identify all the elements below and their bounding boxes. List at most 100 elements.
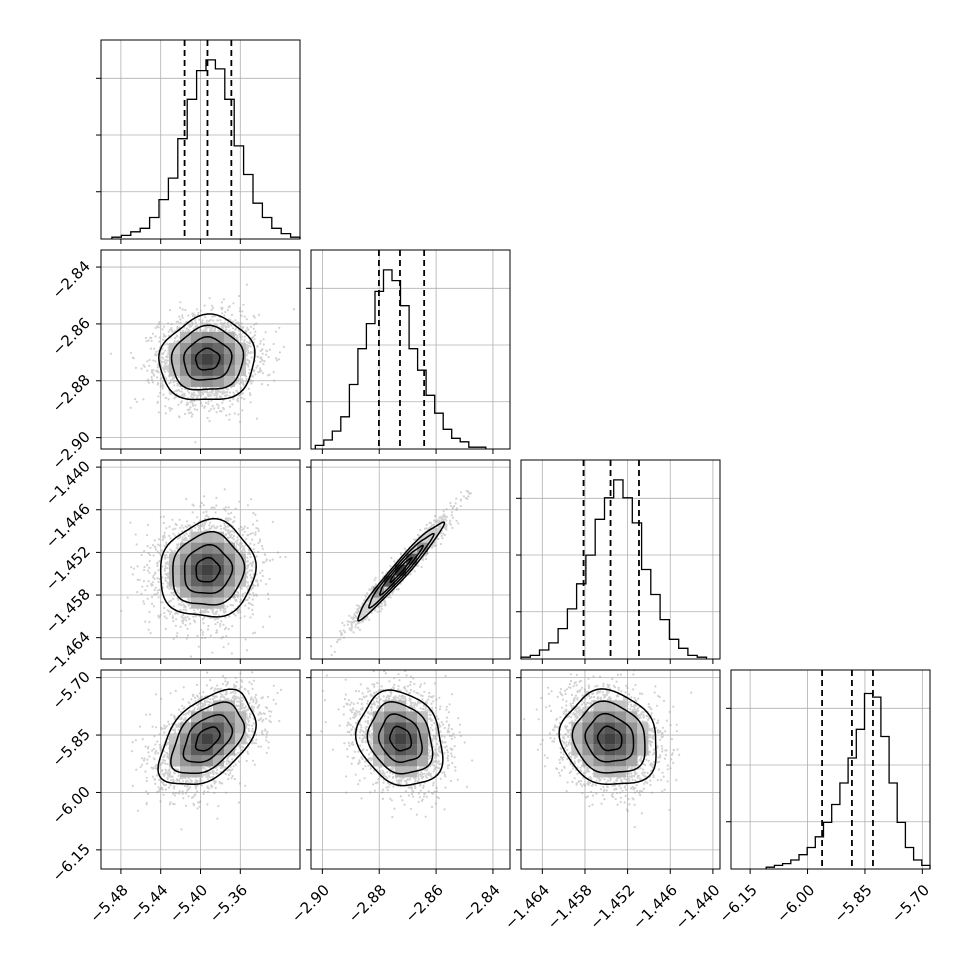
panel-frame: [730, 669, 931, 870]
density-cell: [190, 766, 202, 778]
density-cell: [384, 700, 396, 712]
density-cell: [201, 586, 213, 598]
density-cell: [406, 755, 418, 767]
contour-line: [368, 532, 435, 609]
density-cell: [234, 353, 246, 365]
density-cell: [190, 755, 202, 767]
density-cell: [212, 575, 224, 587]
density-cell: [212, 700, 224, 712]
density-cell: [190, 575, 202, 587]
density-cell: [212, 755, 224, 767]
density-cell: [212, 353, 224, 365]
density-cell: [201, 711, 213, 723]
contour-line: [389, 556, 413, 584]
density-cell: [223, 744, 235, 756]
density-cell: [179, 542, 191, 554]
density-cell: [234, 722, 246, 734]
x-tick-label: −1.458: [544, 881, 596, 933]
density-cell: [179, 553, 191, 565]
density-cell: [223, 364, 235, 376]
density-cell: [373, 755, 385, 767]
density-cell: [223, 353, 235, 365]
scatter-panel-2-0: [96, 459, 301, 664]
density-cell: [582, 755, 594, 767]
density-cell: [406, 733, 418, 745]
density-cell: [384, 575, 396, 587]
density-cell: [168, 755, 180, 767]
density-cell: [201, 375, 213, 387]
density-cell: [571, 733, 583, 745]
density-cell: [190, 711, 202, 723]
panel-frame: [100, 459, 301, 660]
density-cell: [626, 711, 638, 723]
x-tick-label: −1.464: [501, 881, 553, 933]
density-cell: [223, 375, 235, 387]
density-cell: [395, 700, 407, 712]
contour-line: [596, 725, 623, 752]
density-cell: [212, 342, 224, 354]
x-tick-label: −6.15: [716, 881, 761, 926]
x-tick-label: −2.88: [345, 881, 390, 926]
density-cell: [615, 744, 627, 756]
density-cell: [212, 375, 224, 387]
density-cell: [615, 711, 627, 723]
scatter-panel-1-0: [96, 249, 301, 454]
x-tick-label: −1.440: [672, 881, 724, 933]
density-cell: [626, 733, 638, 745]
density-cell: [223, 711, 235, 723]
density-cell: [593, 711, 605, 723]
density-cell: [604, 766, 616, 778]
y-tick-label: −1.446: [42, 500, 94, 552]
density-cell: [373, 744, 385, 756]
y-tick-label: −1.464: [42, 628, 94, 680]
density-cell: [223, 586, 235, 598]
contour-line: [354, 689, 444, 787]
density-cell: [212, 364, 224, 376]
density-cell: [384, 711, 396, 723]
density-cell: [234, 342, 246, 354]
density-cell: [626, 755, 638, 767]
density-cell: [395, 744, 407, 756]
density-cell: [604, 700, 616, 712]
density-cell: [373, 711, 385, 723]
density-cell: [593, 700, 605, 712]
density-cell: [223, 542, 235, 554]
histogram-step: [765, 692, 931, 869]
density-cell: [179, 733, 191, 745]
contour-line: [389, 725, 413, 752]
density-cell: [168, 353, 180, 365]
density-cell: [212, 597, 224, 609]
density-cell: [384, 722, 396, 734]
density-cell: [604, 711, 616, 723]
density-cell: [373, 722, 385, 734]
panel-frame: [310, 459, 511, 660]
panel-frame: [100, 249, 301, 450]
density-cell: [637, 733, 649, 745]
density-cell: [201, 531, 213, 543]
density-cell: [593, 755, 605, 767]
density-cell: [637, 744, 649, 756]
density-cell: [212, 564, 224, 576]
density-cell: [582, 744, 594, 756]
density-cell: [201, 733, 213, 745]
contour-line: [183, 543, 234, 595]
panel-frame: [310, 669, 511, 870]
contour-line: [571, 700, 646, 774]
density-cell: [417, 733, 429, 745]
x-tick-label: −5.48: [86, 881, 131, 926]
density-cell: [626, 744, 638, 756]
density-cell: [406, 722, 418, 734]
density-cell: [384, 744, 396, 756]
contour-line: [194, 726, 221, 752]
density-cell: [234, 564, 246, 576]
y-tick-label: −1.452: [42, 542, 94, 594]
density-cell: [223, 700, 235, 712]
y-tick-label: −6.00: [49, 783, 94, 828]
density-cell: [212, 711, 224, 723]
density-cell: [406, 711, 418, 723]
density-cell: [417, 755, 429, 767]
scatter-panel-2-1: [306, 459, 511, 664]
density-cell: [212, 744, 224, 756]
density-cell: [395, 755, 407, 767]
